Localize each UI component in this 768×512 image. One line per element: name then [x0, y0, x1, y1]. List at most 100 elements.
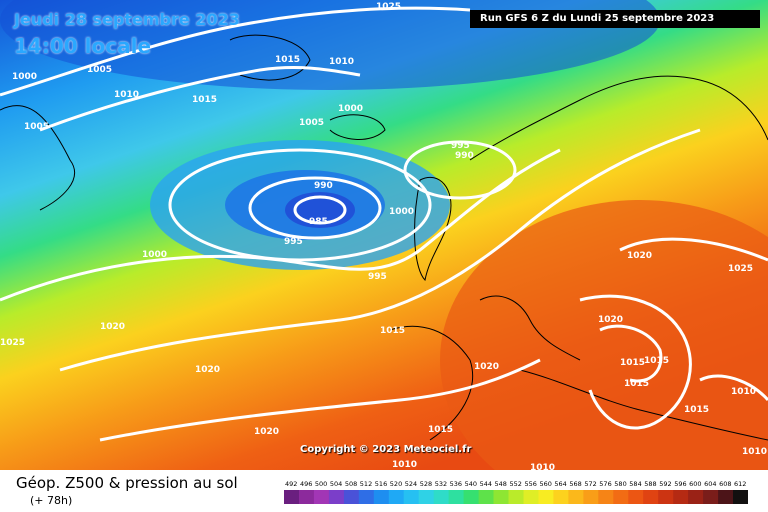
isobar-label: 1015 — [620, 358, 645, 368]
isobar-label: 1015 — [428, 425, 453, 435]
legend-value: 580 — [614, 480, 626, 488]
isobar-label: 1015 — [380, 326, 405, 336]
legend-swatch — [583, 490, 599, 504]
legend-swatch — [598, 490, 614, 504]
legend-swatch — [463, 490, 480, 504]
geopotential-map: 1025 1015 1005 1010 1000 1005 1015 1010 … — [0, 0, 768, 470]
isobar-label: 985 — [309, 217, 328, 227]
legend-swatch — [658, 490, 674, 504]
legend-value: 508 — [345, 480, 357, 488]
isobar-label: 995 — [368, 272, 387, 282]
legend-value: 496 — [300, 480, 312, 488]
legend-value: 544 — [480, 480, 492, 488]
copyright-notice: Copyright © 2023 Meteociel.fr — [300, 444, 472, 455]
legend-value: 612 — [734, 480, 746, 488]
legend-value: 540 — [465, 480, 477, 488]
legend-swatch — [328, 490, 345, 504]
legend-value: 564 — [554, 480, 566, 488]
legend-value: 572 — [584, 480, 596, 488]
legend-swatch — [313, 490, 330, 504]
legend-value: 492 — [285, 480, 297, 488]
legend-swatch — [733, 490, 748, 504]
isobar-label: 1000 — [12, 72, 37, 82]
isobar-label: 1025 — [728, 264, 753, 274]
forecast-date: Jeudi 28 septembre 2023 — [14, 10, 240, 29]
legend-swatch — [358, 490, 375, 504]
legend-swatch — [418, 490, 435, 504]
isobar-label: 1015 — [275, 55, 300, 65]
legend-swatch — [568, 490, 584, 504]
legend-swatch — [343, 490, 360, 504]
legend-swatch — [403, 490, 420, 504]
isobar-label: 1010 — [114, 90, 139, 100]
legend-value: 548 — [495, 480, 507, 488]
legend-swatch — [613, 490, 629, 504]
legend-value: 560 — [540, 480, 552, 488]
legend-value: 592 — [659, 480, 671, 488]
legend-value: 608 — [719, 480, 731, 488]
isobar-label: 1015 — [684, 405, 709, 415]
isobar-label: 1005 — [299, 118, 324, 128]
legend-value: 604 — [704, 480, 716, 488]
legend-swatch — [703, 490, 719, 504]
coastlines — [0, 34, 768, 441]
isobar-label: 1025 — [0, 338, 25, 348]
legend-swatch — [553, 490, 569, 504]
legend-swatch — [433, 490, 450, 504]
isobar-label: 1010 — [742, 447, 767, 457]
legend-value: 576 — [599, 480, 611, 488]
isobar-label: 995 — [284, 237, 303, 247]
legend-swatch — [643, 490, 659, 504]
isobar-label: 1020 — [598, 315, 623, 325]
legend-value: 504 — [330, 480, 342, 488]
isobar-label: 1015 — [192, 95, 217, 105]
legend-swatch — [718, 490, 734, 504]
legend-value: 528 — [420, 480, 432, 488]
legend-swatch — [493, 490, 509, 504]
isobar-label: 1015 — [644, 356, 669, 366]
legend-swatch — [673, 490, 689, 504]
legend-value: 532 — [435, 480, 447, 488]
isobar-label: 990 — [314, 181, 333, 191]
isobar-label: 1010 — [530, 463, 555, 470]
forecast-hour: (+ 78h) — [30, 494, 73, 507]
isobar-label: 1025 — [376, 2, 401, 12]
isobar-label: 1020 — [254, 427, 279, 437]
isobar-label: 1005 — [87, 65, 112, 75]
isobar-label: 1000 — [338, 104, 363, 114]
isobar-label: 1010 — [731, 387, 756, 397]
legend-swatch — [388, 490, 405, 504]
legend-swatch — [628, 490, 644, 504]
legend-swatch — [284, 490, 300, 504]
legend-swatch — [538, 490, 554, 504]
legend-value: 536 — [450, 480, 462, 488]
isobar-label: 990 — [455, 151, 474, 161]
legend-value: 552 — [510, 480, 522, 488]
legend-value: 512 — [360, 480, 372, 488]
isobar-label: 1010 — [392, 460, 417, 470]
legend-swatch — [478, 490, 495, 504]
isobar-label: 1005 — [24, 122, 49, 132]
legend-value: 596 — [674, 480, 686, 488]
legend-value: 568 — [569, 480, 581, 488]
isobar-label: 1020 — [474, 362, 499, 372]
isobar-label: 1020 — [100, 322, 125, 332]
isobars — [0, 6, 768, 442]
isobar-label: 1020 — [627, 251, 652, 261]
legend-value: 556 — [525, 480, 537, 488]
color-scale: 492 496 500 504 508 512 516 520 524 528 532 536 540 5… — [284, 480, 748, 504]
legend-swatch — [373, 490, 390, 504]
isobar-label: 1015 — [624, 379, 649, 389]
product-title: Géop. Z500 & pression au sol — [16, 474, 238, 492]
legend-value: 520 — [390, 480, 402, 488]
isobar-label: 1020 — [195, 365, 220, 375]
legend-value: 524 — [405, 480, 417, 488]
legend-swatch — [523, 490, 539, 504]
legend-swatch — [688, 490, 704, 504]
legend-swatch — [448, 490, 465, 504]
legend-value: 516 — [375, 480, 387, 488]
legend-value: 600 — [689, 480, 701, 488]
model-run-label: Run GFS 6 Z du Lundi 25 septembre 2023 — [470, 10, 760, 28]
legend-value: 588 — [644, 480, 656, 488]
isobar-label: 995 — [451, 141, 470, 151]
